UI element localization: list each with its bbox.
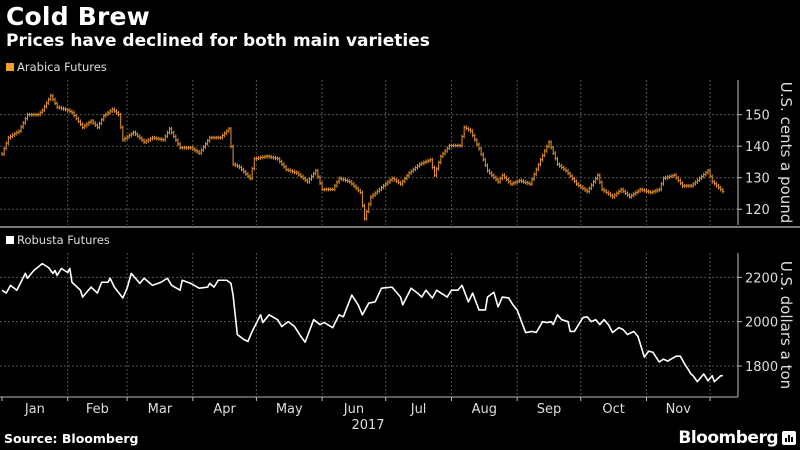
legend-swatch-robusta <box>6 236 14 244</box>
x-tick-label: Jan <box>24 402 45 417</box>
y-tick-label: 130 <box>745 172 770 187</box>
y-axis-title: U.S. dollars a ton <box>777 261 795 389</box>
x-tick-label: Nov <box>666 402 692 417</box>
y-tick-label: 140 <box>745 140 770 155</box>
chart-subtitle: Prices have declined for both main varie… <box>6 31 430 51</box>
x-tick-label: Feb <box>86 402 109 417</box>
y-axis-title: U.S. cents a pound <box>777 82 795 223</box>
x-tick-label: Oct <box>602 402 624 417</box>
x-tick-label: Mar <box>148 402 173 417</box>
bloomberg-logo: Bloomberg <box>678 428 778 448</box>
source-note: Source: Bloomberg <box>4 431 139 446</box>
x-axis-year-label: 2017 <box>351 418 384 433</box>
x-tick-label: Apr <box>213 402 236 417</box>
y-tick-label: 120 <box>745 203 770 218</box>
bloomberg-chart-icon <box>782 431 796 445</box>
legend-label-robusta: Robusta Futures <box>17 233 110 247</box>
x-tick-label: May <box>276 402 303 417</box>
legend-label-arabica: Arabica Futures <box>17 60 107 74</box>
y-tick-label: 1800 <box>745 360 778 375</box>
x-tick-label: Jul <box>410 402 427 417</box>
x-tick-label: Aug <box>472 402 497 417</box>
chart-title: Cold Brew <box>6 2 150 31</box>
legend-swatch-arabica <box>6 63 14 71</box>
x-tick-label: Jun <box>343 402 364 417</box>
x-tick-label: Sep <box>537 402 562 417</box>
y-tick-label: 2200 <box>745 271 778 286</box>
y-tick-label: 150 <box>745 109 770 124</box>
legend-robusta: Robusta Futures <box>6 233 110 247</box>
robusta-price-line <box>1 262 723 383</box>
y-tick-label: 2000 <box>745 316 778 331</box>
legend-arabica: Arabica Futures <box>6 60 107 74</box>
